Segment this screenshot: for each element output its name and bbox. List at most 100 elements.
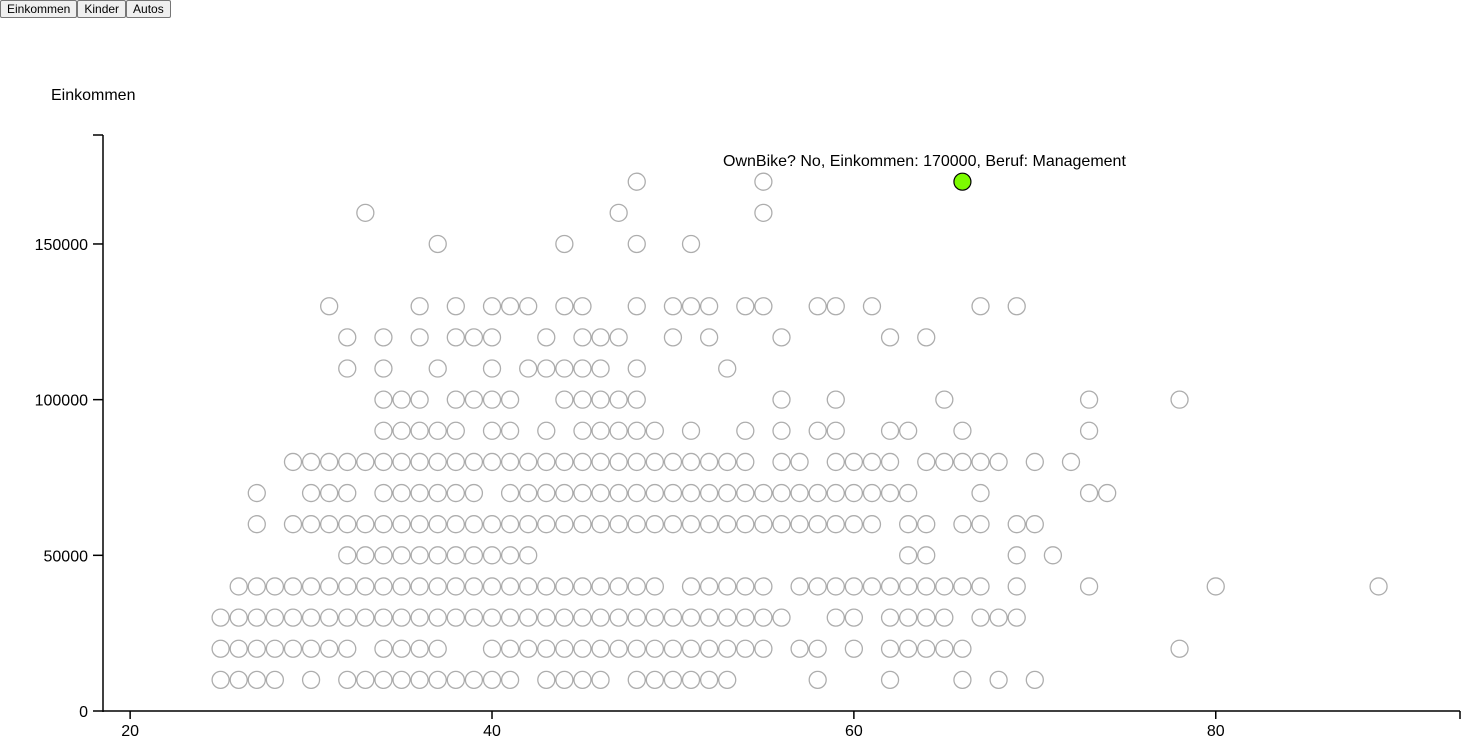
data-point[interactable] (247, 515, 266, 534)
data-point[interactable] (754, 172, 773, 191)
data-point[interactable] (953, 670, 972, 690)
data-point[interactable] (519, 608, 538, 627)
data-point[interactable] (826, 515, 845, 534)
data-point[interactable] (301, 639, 321, 658)
data-point[interactable] (519, 359, 538, 378)
data-point[interactable] (645, 483, 664, 503)
data-point[interactable] (446, 483, 465, 503)
data-point[interactable] (482, 639, 502, 658)
data-point[interactable] (609, 421, 628, 440)
data-point[interactable] (482, 452, 502, 472)
data-point[interactable] (265, 670, 285, 690)
data-point[interactable] (627, 390, 646, 409)
data-point[interactable] (844, 608, 864, 627)
data-point[interactable] (627, 234, 646, 254)
data-point[interactable] (555, 390, 574, 409)
data-point[interactable] (247, 577, 266, 596)
data-point[interactable] (356, 452, 375, 472)
data-point[interactable] (555, 577, 574, 596)
data-point[interactable] (301, 515, 321, 534)
data-point[interactable] (645, 452, 664, 472)
data-point[interactable] (1206, 577, 1225, 596)
data-point[interactable] (627, 483, 646, 503)
data-point[interactable] (754, 203, 773, 222)
data-point[interactable] (645, 421, 664, 440)
data-point[interactable] (410, 483, 429, 503)
data-point[interactable] (989, 608, 1008, 627)
data-point[interactable] (410, 577, 429, 596)
data-point[interactable] (935, 452, 954, 472)
data-point[interactable] (808, 577, 827, 596)
data-point[interactable] (736, 297, 755, 316)
data-point[interactable] (428, 359, 447, 378)
data-point[interactable] (953, 577, 972, 596)
data-point[interactable] (880, 421, 900, 440)
data-point[interactable] (699, 515, 719, 534)
data-point[interactable] (338, 608, 357, 627)
data-point[interactable] (699, 452, 719, 472)
data-point[interactable] (627, 297, 646, 316)
data-point[interactable] (844, 483, 864, 503)
data-point[interactable] (736, 639, 755, 658)
data-point[interactable] (464, 546, 484, 565)
data-point[interactable] (555, 297, 574, 316)
data-point[interactable] (1170, 639, 1189, 658)
data-point[interactable] (609, 608, 628, 627)
data-point[interactable] (410, 390, 429, 409)
data-point[interactable] (464, 390, 484, 409)
data-point[interactable] (880, 639, 900, 658)
data-point[interactable] (500, 421, 520, 440)
data-point[interactable] (555, 234, 574, 254)
data-point[interactable] (591, 452, 610, 472)
data-point[interactable] (428, 639, 447, 658)
data-point[interactable] (609, 452, 628, 472)
data-point[interactable] (591, 390, 610, 409)
data-point[interactable] (482, 421, 502, 440)
data-point[interactable] (464, 577, 484, 596)
data-point[interactable] (519, 639, 538, 658)
data-point[interactable] (374, 546, 393, 565)
data-point[interactable] (320, 639, 339, 658)
data-point[interactable] (971, 297, 990, 316)
data-point[interactable] (663, 483, 683, 503)
data-point[interactable] (609, 203, 628, 222)
data-point[interactable] (410, 546, 429, 565)
data-point[interactable] (555, 515, 574, 534)
data-point[interactable] (681, 234, 701, 254)
data-point[interactable] (772, 608, 791, 627)
data-point[interactable] (392, 546, 411, 565)
data-point[interactable] (464, 452, 484, 472)
data-point[interactable] (681, 670, 701, 690)
data-point[interactable] (519, 515, 538, 534)
data-point[interactable] (609, 515, 628, 534)
data-point[interactable] (718, 452, 737, 472)
data-point[interactable] (338, 515, 357, 534)
data-point[interactable] (374, 639, 393, 658)
data-point[interactable] (573, 515, 592, 534)
data-point[interactable] (645, 515, 664, 534)
data-point[interactable] (338, 359, 357, 378)
data-point[interactable] (446, 546, 465, 565)
data-point[interactable] (663, 328, 683, 347)
data-point[interactable] (392, 608, 411, 627)
data-point[interactable] (428, 421, 447, 440)
data-point[interactable] (772, 515, 791, 534)
data-point[interactable] (482, 577, 502, 596)
data-point[interactable] (1007, 515, 1026, 534)
data-point[interactable] (645, 577, 664, 596)
data-point[interactable] (880, 483, 900, 503)
data-point[interactable] (1079, 421, 1099, 440)
data-point[interactable] (446, 390, 465, 409)
data-point[interactable] (808, 421, 827, 440)
data-point[interactable] (573, 483, 592, 503)
data-point[interactable] (681, 483, 701, 503)
data-point[interactable] (229, 670, 248, 690)
data-point[interactable] (609, 328, 628, 347)
data-point[interactable] (591, 608, 610, 627)
data-point[interactable] (392, 452, 411, 472)
data-point[interactable] (410, 639, 429, 658)
data-point[interactable] (338, 483, 357, 503)
data-point[interactable] (645, 670, 664, 690)
data-point[interactable] (410, 297, 429, 316)
data-point[interactable] (338, 328, 357, 347)
